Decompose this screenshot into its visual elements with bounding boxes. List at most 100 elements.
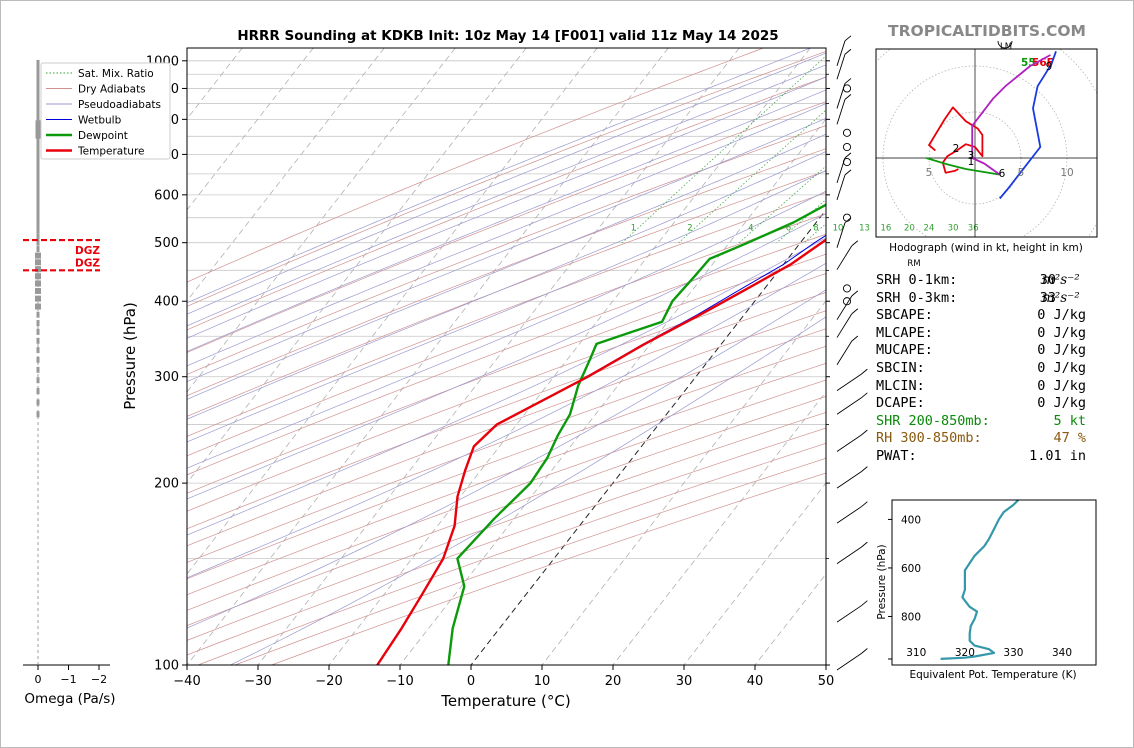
- hodograph-height-label: 1: [968, 156, 975, 168]
- theta-e-y-tick-label: 800: [901, 611, 921, 623]
- index-unit: m²s⁻²: [1042, 289, 1080, 306]
- moist-adiabat: [230, 316, 826, 665]
- mixing-ratio-line: [621, 55, 826, 243]
- index-label: MLCAPE:: [876, 324, 933, 341]
- hodograph-ring-label: 10: [1060, 167, 1073, 179]
- omega-bar: [36, 377, 40, 384]
- index-row: RH 300-850mb: 47 %: [876, 430, 1116, 448]
- moist-adiabat: [187, 89, 826, 352]
- omega-bar: [36, 63, 40, 70]
- legend-entry: Pseudoadiabats: [78, 99, 161, 111]
- omega-tick-label: 0: [35, 673, 42, 686]
- moist-adiabat: [187, 117, 826, 383]
- omega-bar: [35, 280, 41, 287]
- omega-bar: [36, 101, 40, 108]
- theta-e-panel: 400 600 800 310 320 330 340: [888, 499, 1072, 660]
- dry-adiabat: [187, 192, 826, 437]
- omega-bar: [36, 72, 40, 79]
- dry-adiabat: [187, 148, 826, 397]
- index-value: 0 J/kg: [1037, 377, 1086, 394]
- hodograph-frame: [875, 48, 1098, 238]
- index-label: SBCAPE:: [876, 307, 933, 324]
- omega-bar: [36, 239, 40, 246]
- isotherm: [470, 209, 826, 665]
- isotherm: [187, 48, 598, 575]
- barb-staff: [836, 174, 846, 200]
- isotherm: [187, 48, 669, 665]
- hodograph-height-label: 9: [1046, 61, 1053, 73]
- omega-bar: [36, 209, 40, 216]
- omega-bar: [36, 233, 40, 240]
- chart-title: HRRR Sounding at KDKB Init: 10z May 14 […: [237, 28, 778, 44]
- wind-barb: [836, 648, 868, 671]
- dry-adiabat: [187, 379, 826, 611]
- barb-flag: [861, 600, 868, 607]
- omega-bar: [35, 295, 41, 302]
- barb-flag: [861, 466, 868, 472]
- x-tick-label: −20: [315, 674, 342, 689]
- mixing-ratio-line: [738, 165, 826, 243]
- wind-barb: [836, 392, 868, 415]
- legend: Sat. Mix. Ratio Dry Adiabats Pseudoadiabat…: [40, 62, 171, 160]
- dgz-label: DGZ: [75, 245, 100, 257]
- barb-flag: [844, 78, 852, 84]
- omega-bar: [36, 168, 40, 175]
- index-value: 47 %: [1053, 430, 1086, 447]
- calm-wind-circle: [842, 284, 852, 293]
- omega-bar: [35, 120, 41, 127]
- isotherm: [187, 48, 456, 393]
- mixing-ratio-label: 2: [687, 223, 692, 233]
- mixing-ratio-line: [825, 242, 826, 243]
- theta-e-x-tick-label: 320: [955, 647, 975, 659]
- omega-bar: [36, 198, 40, 205]
- index-row: MLCIN: 0 J/kg: [876, 378, 1116, 396]
- mixing-ratio-line: [874, 48, 1108, 243]
- skewt-background-lines: [187, 48, 1108, 665]
- storm-motion-rm-label: RM: [907, 259, 920, 269]
- omega-bar: [36, 204, 40, 211]
- mixing-ratio-label: 1: [631, 223, 636, 233]
- dry-adiabat: [187, 170, 826, 417]
- x-tick-label: −10: [386, 674, 413, 689]
- omega-bar: [36, 337, 40, 344]
- theta-e-x-tick-label: 340: [1052, 647, 1072, 659]
- omega-bar: [36, 86, 40, 93]
- omega-bar: [35, 128, 41, 135]
- moist-adiabat: [187, 213, 826, 500]
- dry-adiabat: [187, 253, 826, 494]
- isotherm: [187, 48, 385, 302]
- omega-bar: [35, 287, 41, 294]
- omega-bar: [36, 149, 40, 156]
- index-label: DCAPE:: [876, 395, 925, 412]
- mixing-ratio-label: 6: [786, 223, 791, 233]
- wind-barb: [836, 240, 859, 270]
- omega-bar: [36, 183, 40, 190]
- barb-staff: [836, 397, 862, 415]
- omega-bar: [36, 193, 40, 200]
- omega-bar: [36, 145, 40, 152]
- dry-adiabat: [187, 213, 826, 457]
- index-label: SRH 0-3km:: [876, 289, 958, 306]
- x-tick-label: 30: [676, 674, 693, 689]
- omega-bar: [35, 259, 41, 266]
- barb-flag: [844, 152, 852, 159]
- moist-adiabat: [187, 48, 811, 304]
- moist-adiabat: [187, 64, 826, 327]
- wind-barb: [836, 466, 868, 489]
- skewt-axes: 1002003004005006007008009001000−40−30−20…: [146, 54, 834, 689]
- barb-flag: [844, 48, 852, 55]
- index-row: SBCAPE: 0 J/kg: [876, 307, 1116, 325]
- legend-entry: Dry Adiabats: [78, 83, 146, 95]
- skewt-profiles: [376, 203, 826, 665]
- index-row: SRH 0-3km: 33 m²s⁻²: [876, 290, 1116, 308]
- dry-adiabat: [187, 273, 826, 512]
- omega-bar: [35, 132, 41, 139]
- moist-adiabat: [187, 52, 826, 315]
- isotherm: [257, 48, 740, 665]
- barb-staff: [836, 313, 853, 338]
- barb-staff: [836, 222, 846, 248]
- barb-flag: [861, 501, 868, 508]
- theta-e-x-tick-label: 330: [1003, 647, 1023, 659]
- omega-bar: [36, 116, 40, 123]
